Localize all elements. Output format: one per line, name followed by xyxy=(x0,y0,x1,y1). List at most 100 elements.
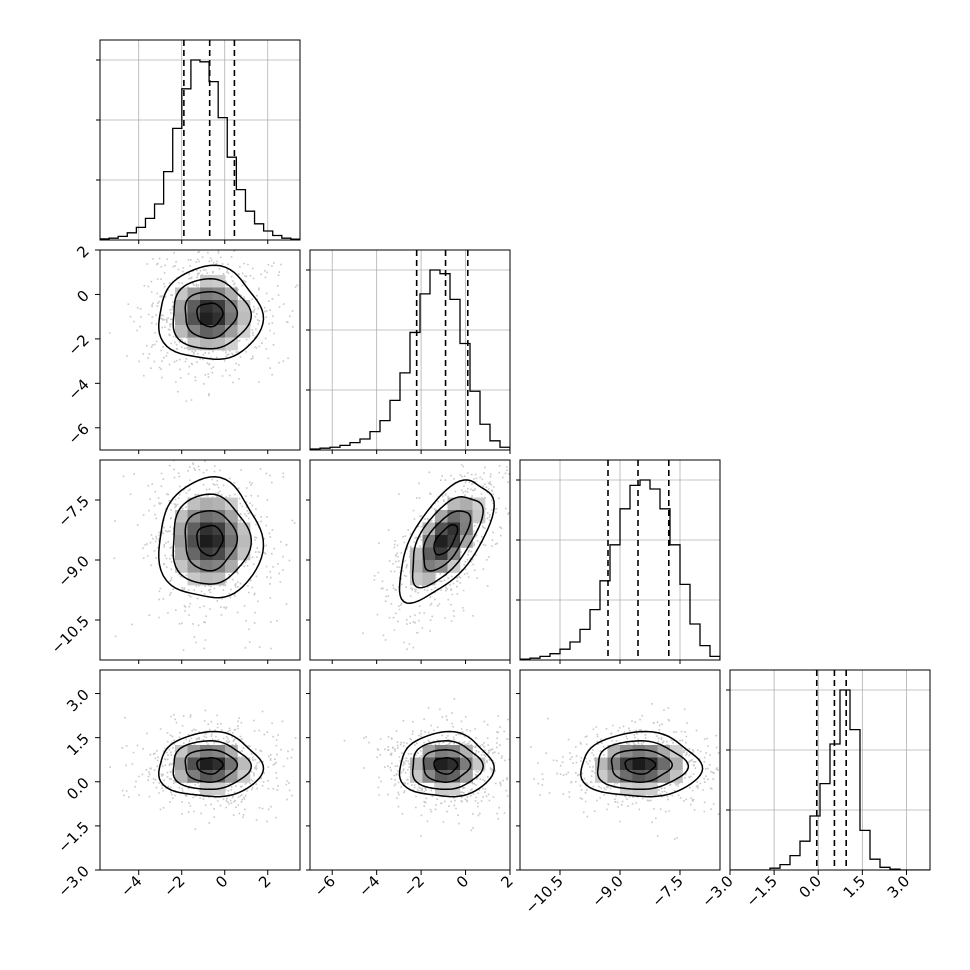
density-cell xyxy=(187,560,201,573)
histogram-step xyxy=(310,269,510,450)
x-tick-label: −6 xyxy=(311,872,339,900)
x-tick-label: −3.0 xyxy=(698,872,736,910)
density-cell xyxy=(175,325,188,338)
density-cell xyxy=(200,510,213,523)
density-cell xyxy=(237,312,251,326)
density-cell xyxy=(422,535,436,548)
panel-1-1 xyxy=(306,249,511,451)
density-cell xyxy=(422,757,436,771)
contour-level xyxy=(184,510,239,572)
density-cell xyxy=(212,497,226,511)
scatter-points xyxy=(109,709,300,830)
density-cell xyxy=(435,745,448,758)
density-cell xyxy=(225,337,238,351)
density-cell xyxy=(225,300,238,313)
density-cell xyxy=(200,745,213,758)
contour-level xyxy=(411,740,484,791)
histogram-step xyxy=(520,479,720,660)
density-area xyxy=(113,460,300,651)
contour-level xyxy=(184,290,239,340)
axes-frame xyxy=(309,249,511,451)
x-tick-label: −1.5 xyxy=(742,872,780,910)
contour-level xyxy=(158,475,265,599)
density-cell xyxy=(175,547,188,561)
density-cell xyxy=(225,770,238,783)
density-cell xyxy=(620,757,633,771)
contour-level xyxy=(596,740,690,791)
density-area xyxy=(108,250,300,403)
density-cell xyxy=(435,522,448,536)
axes-frame xyxy=(99,669,301,871)
panel-2-2 xyxy=(516,459,721,661)
y-tick-label: −1.5 xyxy=(54,818,92,856)
x-tick-label: −2 xyxy=(160,872,188,900)
contour-level xyxy=(172,740,253,791)
density-cell xyxy=(237,535,251,548)
density-cell xyxy=(422,547,436,561)
x-tick-label: 0.0 xyxy=(795,872,825,902)
density-cell xyxy=(670,757,683,771)
contour-level xyxy=(172,277,253,350)
density-area xyxy=(109,709,300,830)
panel-3-1 xyxy=(309,669,511,871)
histogram-area xyxy=(730,670,930,870)
density-cell xyxy=(422,572,436,586)
axes-frame xyxy=(729,669,931,871)
x-tick-label: 3.0 xyxy=(884,872,914,902)
density-cell xyxy=(607,745,621,758)
panel-0-0 xyxy=(96,39,301,241)
histogram-step xyxy=(100,59,300,240)
density-cell xyxy=(175,560,188,573)
x-tick-label: −10.5 xyxy=(522,872,567,917)
y-tick-label: −9.0 xyxy=(54,552,92,590)
contour-level xyxy=(398,730,495,798)
density-cell xyxy=(460,770,473,783)
axes-frame xyxy=(309,669,511,871)
density-cell xyxy=(200,337,213,351)
scatter-points xyxy=(530,703,720,841)
axes-frame xyxy=(99,249,301,451)
density-cell xyxy=(187,325,201,338)
panel-3-3 xyxy=(726,669,931,871)
x-tick-label: 1.5 xyxy=(840,872,870,902)
contour-level xyxy=(422,749,472,783)
density-cell xyxy=(225,560,238,573)
contour-level xyxy=(158,730,265,798)
contour-level xyxy=(158,264,265,361)
density-cell xyxy=(175,312,188,326)
y-tick-label: −2 xyxy=(64,331,92,359)
density-cell xyxy=(225,535,238,548)
density-cell xyxy=(237,757,251,771)
panel-1-0 xyxy=(99,249,301,451)
x-tick-label: 0 xyxy=(212,872,231,891)
y-tick-label: −3.0 xyxy=(54,862,92,900)
y-tick-label: −10.5 xyxy=(48,612,93,657)
contour-level xyxy=(624,757,657,775)
histogram-area xyxy=(100,40,300,240)
density-cell xyxy=(225,522,238,536)
panel-2-0 xyxy=(99,459,301,661)
density-cell xyxy=(200,535,213,548)
density-cell xyxy=(435,757,448,771)
y-tick-label: 2 xyxy=(73,242,92,261)
density-cell xyxy=(212,275,226,288)
density-cell xyxy=(657,757,671,771)
y-tick-label: 1.5 xyxy=(63,730,93,760)
y-tick-label: 0 xyxy=(73,287,92,306)
contour-level xyxy=(196,524,224,557)
histogram-area xyxy=(310,250,510,450)
density-cell xyxy=(212,547,226,561)
contour-level xyxy=(411,496,484,589)
density-cell xyxy=(460,510,473,523)
density-cell xyxy=(460,497,473,511)
panel-3-0 xyxy=(99,669,301,871)
y-tick-label: −4 xyxy=(64,375,92,403)
density-cell xyxy=(175,770,188,783)
x-tick-label: 2 xyxy=(497,872,516,891)
panel-2-1 xyxy=(309,459,511,661)
density-area xyxy=(362,464,510,650)
scatter-points xyxy=(108,250,300,403)
x-tick-label: 0 xyxy=(453,872,472,891)
contour-level xyxy=(580,730,704,798)
